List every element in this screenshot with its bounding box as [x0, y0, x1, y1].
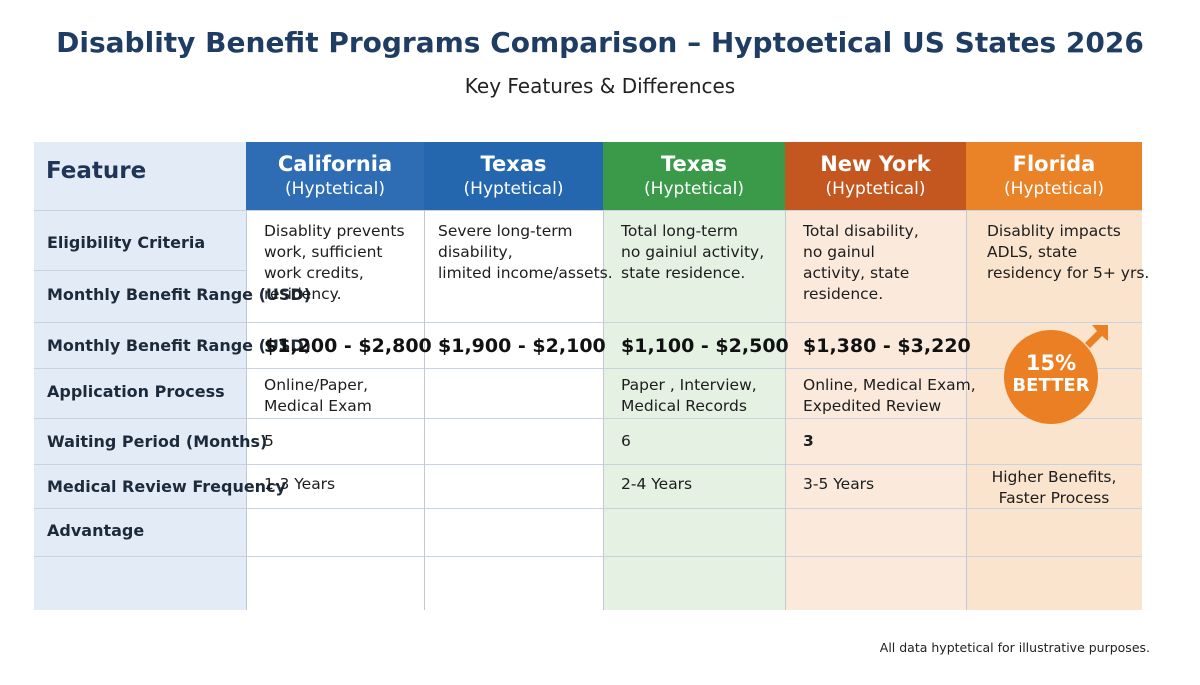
cell-line: Expedited Review	[803, 397, 942, 415]
header-name: Florida	[1012, 152, 1096, 176]
cell-line: no gainul	[803, 243, 875, 261]
comparison-table: Feature California (Hyptetical) Texas (H…	[34, 142, 1149, 610]
page-subtitle: Key Features & Differences	[464, 74, 736, 98]
texas-green-column-bg	[603, 142, 785, 610]
row-divider	[34, 464, 1142, 465]
monthly-texas-green: $1,100 - $2,500	[621, 335, 789, 357]
header-sub: (Hyptetical)	[644, 179, 744, 199]
cell-line: Disablity impacts	[987, 222, 1121, 240]
row-divider	[34, 210, 1142, 211]
col-divider	[424, 142, 425, 610]
eligibility-texas-green: Total long-term no gainiul activity, sta…	[621, 221, 764, 284]
monthly-new-york: $1,380 - $3,220	[803, 335, 971, 357]
row-divider	[34, 368, 1142, 369]
cell-line: ADLS, state	[987, 243, 1078, 261]
row-divider	[34, 270, 246, 271]
row-divider	[34, 556, 1142, 557]
row-divider	[34, 322, 1142, 323]
cell-line: activity, state	[803, 264, 910, 282]
review-new-york: 3-5 Years	[803, 475, 875, 493]
cell-line: Faster Process	[998, 489, 1110, 507]
waiting-new-york: 3	[803, 432, 814, 450]
header-name: New York	[820, 152, 931, 176]
row-label-advantage: Advantage	[47, 521, 145, 540]
cell-line: limited income/assets.	[438, 264, 613, 282]
review-texas-green: 2-4 Years	[621, 475, 693, 493]
cell-line: Medical Exam	[264, 397, 372, 415]
california-column-bg	[246, 142, 424, 610]
header-texas: Texas (Hyptetical)	[424, 142, 603, 210]
feature-header-label: Feature	[46, 158, 147, 184]
header-sub: (Hyptetical)	[825, 179, 926, 199]
eligibility-texas: Severe long-term disability, limited inc…	[438, 221, 613, 284]
header-florida: Florida (Hyptetical)	[966, 142, 1142, 210]
col-divider	[246, 142, 247, 610]
header-sub: (Hyptetical)	[1004, 179, 1104, 199]
cell-line: residency.	[264, 285, 342, 303]
header-texas-green: Texas (Hyptetical)	[603, 142, 785, 210]
row-divider	[34, 418, 1142, 419]
eligibility-new-york: Total disability, no gainul activity, st…	[803, 221, 919, 305]
cell-line: Online, Medical Exam,	[803, 376, 976, 394]
cell-line: state residence.	[621, 264, 746, 282]
page-title: Disablity Benefit Programs Comparison – …	[56, 26, 1144, 59]
cell-line: Paper , Interview,	[621, 376, 757, 394]
cell-line: Higher Benefits,	[991, 468, 1117, 486]
feature-header: Feature	[34, 142, 246, 210]
monthly-california: $1,200 - $2,800	[264, 335, 432, 357]
row-divider	[34, 508, 1142, 509]
eligibility-florida: Disablity impacts ADLS, state residency …	[987, 221, 1149, 284]
col-divider	[603, 142, 604, 610]
row-label-monthly-inner: Monthly Benefit Range (USD)	[47, 285, 311, 304]
cell-line: disability,	[438, 243, 513, 261]
cell-line: Total disability,	[803, 222, 919, 240]
better-badge: 15% BETTER	[1004, 330, 1098, 424]
header-sub: (Hyptetical)	[285, 179, 385, 199]
application-california: Online/Paper, Medical Exam	[264, 375, 372, 417]
arrow-up-right-icon	[1085, 325, 1108, 348]
feature-column-bg	[34, 142, 246, 610]
cell-line: work, sufficient	[264, 243, 383, 261]
header-name: Texas	[480, 152, 547, 176]
application-texas-green: Paper , Interview, Medical Records	[621, 375, 757, 417]
cell-line: residency for 5+ yrs.	[987, 264, 1150, 282]
monthly-texas: $1,900 - $2,100	[438, 335, 606, 357]
review-california: 1-3 Years	[264, 475, 336, 493]
header-new-york: New York (Hyptetical)	[785, 142, 966, 210]
badge-label: BETTER	[1012, 375, 1090, 396]
row-label-review: Medical Review Frequency	[47, 477, 286, 496]
eligibility-california: Disablity prevents work, sufficient work…	[264, 221, 405, 305]
florida-advantage-note: Higher Benefits, Faster Process	[966, 467, 1142, 509]
row-label-eligibility: Eligibility Criteria	[47, 233, 206, 252]
row-label-waiting: Waiting Period (Months)	[47, 432, 268, 451]
badge-percent: 15%	[1025, 351, 1077, 375]
cell-line: Disablity prevents	[264, 222, 405, 240]
cell-line: Medical Records	[621, 397, 747, 415]
row-label-application: Application Process	[47, 382, 225, 401]
row-label-monthly: Monthly Benefit Range (USD)	[47, 336, 311, 355]
waiting-texas-green: 6	[621, 432, 631, 450]
header-name: Texas	[661, 152, 727, 176]
col-divider	[785, 142, 786, 610]
application-new-york: Online, Medical Exam, Expedited Review	[803, 375, 976, 417]
texas-column-bg	[424, 142, 603, 610]
cell-line: residence.	[803, 285, 884, 303]
cell-line: no gainiul activity,	[621, 243, 765, 261]
col-divider	[966, 142, 967, 610]
header-name: California	[277, 152, 393, 176]
header-california: California (Hyptetical)	[246, 142, 424, 210]
cell-line: Online/Paper,	[264, 376, 369, 394]
cell-line: Total long-term	[621, 222, 738, 240]
new-york-column-bg	[785, 142, 966, 610]
header-sub: (Hyptetical)	[463, 179, 564, 199]
waiting-california: 5	[264, 432, 274, 450]
footnote: All data hyptetical for illustrative pur…	[879, 640, 1150, 655]
cell-line: Severe long-term	[438, 222, 573, 240]
cell-line: work credits,	[264, 264, 364, 282]
